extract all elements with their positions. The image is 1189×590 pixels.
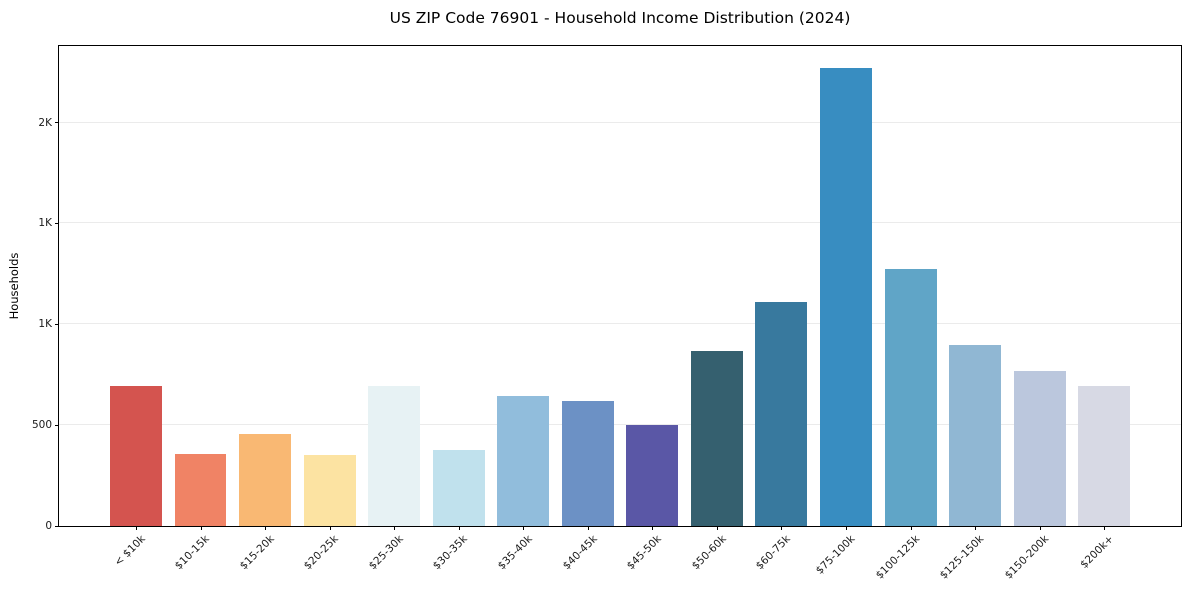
x-tick-label: $100-125k [873,533,923,582]
x-tick-mark [200,526,202,530]
bar-slot-5: $25-30k [362,46,427,572]
x-tick-label: $30-35k [431,533,471,573]
y-tick-mark [55,424,59,426]
x-tick-label: $45-50k [624,533,664,573]
bar-slot-9: $45-50k [620,46,685,572]
y-tick-label: 500 [31,419,52,432]
x-tick-mark [458,526,460,530]
y-tick-mark [55,323,59,325]
bar-slot-12: $75-100k [814,46,879,577]
x-tick-label: $20-25k [302,533,342,573]
bar [303,455,356,526]
x-tick-mark [329,526,331,530]
y-axis-title: Households [7,252,21,320]
x-tick-label: $15-20k [237,533,277,573]
bar-slot-13: $100-125k [873,46,943,582]
x-tick-mark [910,526,912,530]
bar [174,453,227,526]
bar [1013,370,1066,526]
x-tick-mark [975,526,977,530]
x-tick-mark [587,526,589,530]
x-tick-label: $125-150k [938,533,987,582]
bar [820,68,872,526]
y-tick-mark [55,222,59,224]
x-tick-label: $200k+ [1077,533,1116,571]
bar-slot-10: $50-60k [685,46,750,572]
bar [497,395,550,526]
x-tick-label: $150-200k [1002,533,1052,582]
gridline [59,424,1181,426]
x-tick-label: $10-15k [172,533,213,573]
x-tick-label: $75-100k [813,533,858,577]
grid-layer [59,46,1181,526]
chart-title: US ZIP Code 76901 - Household Income Dis… [389,9,851,27]
x-tick-mark [523,526,525,530]
bar-slot-8: $40-45k [556,46,621,572]
bar-slot-3: $15-20k [233,46,298,572]
bar-slot-2: $10-15k [168,46,233,572]
y-tick-mark [55,525,59,527]
x-tick-mark [652,526,654,530]
y-tick-label: 1K [38,217,52,230]
x-tick-mark [716,526,718,530]
bar [1078,385,1131,526]
bar [368,385,421,526]
bar-slot-14: $125-150k [938,46,1008,582]
x-tick-mark [845,526,847,530]
bar [432,450,485,526]
bar [626,425,679,526]
x-tick-label: < $10k [111,533,148,569]
gridline [59,323,1181,325]
x-tick-mark [394,526,396,530]
bar [884,268,937,526]
bar [690,350,743,526]
bar [109,385,162,526]
bar [949,344,1002,526]
bar-slot-11: $60-75k [749,46,814,572]
gridline [59,121,1181,123]
bar-slot-16: $200k+ [1072,46,1137,571]
plot-area: < $10k $10-15k $15-20k $20-25k $25-30k $30-35… [32,45,1182,582]
x-tick-mark [781,526,783,530]
x-tick-label: $40-45k [560,533,600,573]
y-tick-label: 0 [45,520,52,532]
bar-slot-4: $20-25k [297,46,362,572]
x-tick-label: $60-75k [753,533,793,573]
x-tick-label: $25-30k [366,533,406,573]
bar-slot-6: $30-35k [426,46,491,572]
x-tick-label: $50-60k [689,533,729,573]
y-tick-label: 2K [38,116,52,129]
y-tick-label: 1K [38,318,52,331]
x-tick-mark [135,526,137,530]
x-tick-label: $35-40k [495,533,535,573]
bars-layer: < $10k $10-15k $15-20k $20-25k $25-30k $30-35… [59,46,1181,582]
gridline [59,222,1181,224]
bar [561,400,614,526]
x-tick-mark [1039,526,1041,530]
bar [755,302,808,526]
bar-slot-1: < $10k [104,46,169,569]
bar-slot-7: $35-40k [491,46,556,572]
x-tick-mark [265,526,267,530]
y-tick-mark [55,122,59,124]
bar-slot-15: $150-200k [1003,46,1072,582]
x-tick-mark [1104,526,1106,530]
bar [239,434,292,526]
